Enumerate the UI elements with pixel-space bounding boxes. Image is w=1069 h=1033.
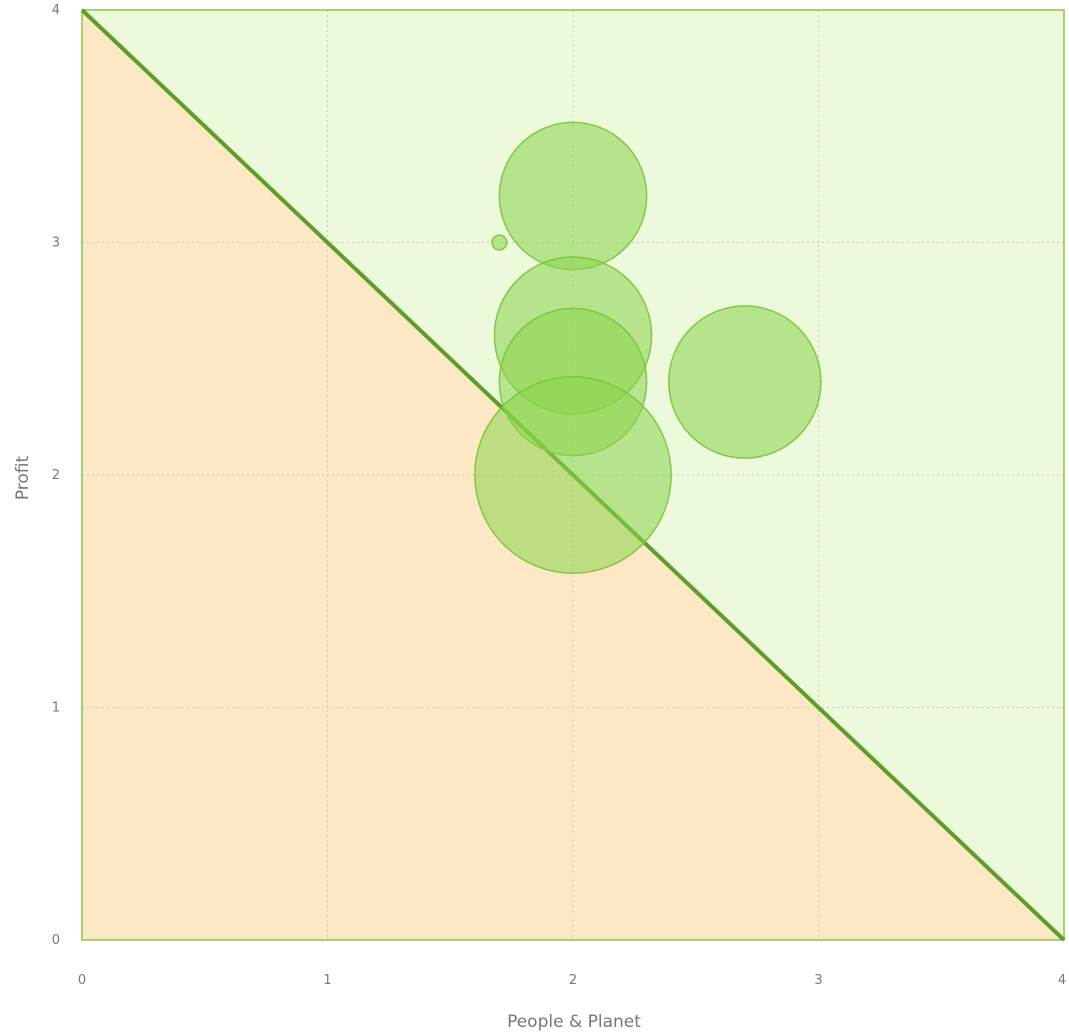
y-tick-label: 2 <box>52 468 60 483</box>
y-tick-label: 3 <box>52 236 60 251</box>
bubble <box>474 376 672 574</box>
y-tick-label: 4 <box>52 3 60 18</box>
x-tick-label: 1 <box>323 973 331 988</box>
bubbles <box>474 121 822 574</box>
bubble <box>491 234 508 251</box>
y-tick-label: 0 <box>52 933 60 948</box>
x-tick-label: 4 <box>1058 973 1066 988</box>
x-tick-label: 0 <box>78 973 86 988</box>
plot-frame <box>81 9 1065 941</box>
y-tick-label: 1 <box>52 701 60 716</box>
x-tick-label: 2 <box>569 973 577 988</box>
x-axis-title: People & Planet <box>507 1012 641 1032</box>
x-axis-ticks: 0 1 2 3 4 <box>78 973 1066 988</box>
plot-border <box>81 9 1065 941</box>
x-tick-label: 3 <box>814 973 822 988</box>
bubble <box>667 305 822 459</box>
y-axis-ticks: 0 1 2 3 4 <box>52 3 60 948</box>
bubble <box>498 121 648 271</box>
y-axis-title: Profit <box>13 455 33 500</box>
